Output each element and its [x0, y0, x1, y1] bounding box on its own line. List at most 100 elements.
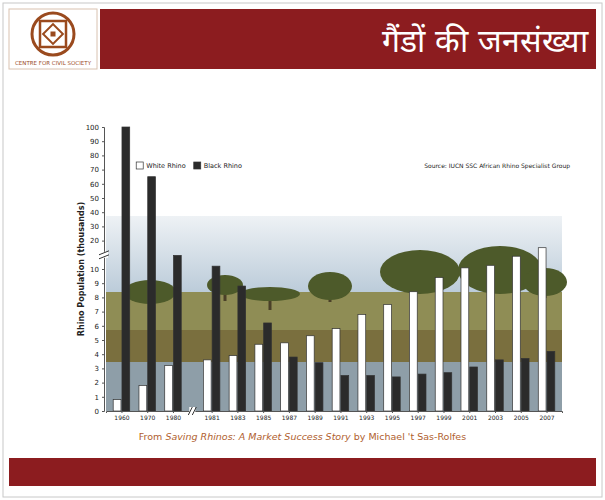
bars	[113, 127, 555, 411]
y-tick-mark	[102, 397, 104, 398]
x-tick-label: 1980	[166, 414, 181, 421]
logo-diamond	[43, 24, 63, 44]
y-tick-label: 7	[95, 308, 99, 316]
x-tick-mark	[366, 411, 367, 413]
x-tick: 1997	[411, 411, 426, 421]
caption-suffix: by Michael 't Sas-Rolfes	[351, 431, 466, 442]
x-tick: 1983	[230, 411, 245, 421]
tree-crown	[380, 250, 460, 294]
x-tick-label: 1987	[282, 414, 297, 421]
x-tick-label: 2003	[488, 414, 503, 421]
y-tick: 100	[86, 124, 104, 132]
bar	[521, 358, 529, 411]
bar	[470, 367, 478, 411]
bar	[358, 314, 366, 411]
x-tick-mark	[315, 411, 316, 413]
bar	[547, 351, 555, 411]
legend-label: White Rhino	[146, 162, 186, 170]
slide: गैंडों की जनसंख्या CENTRE FOR CIVIL SOCIE…	[0, 0, 605, 500]
bar	[139, 385, 147, 411]
y-tick-label: 90	[90, 138, 99, 146]
y-tick-label: 6	[95, 323, 100, 331]
bar	[367, 376, 375, 412]
y-tick-mark	[102, 297, 104, 298]
bar	[392, 377, 400, 411]
x-tick: 1999	[436, 411, 451, 421]
x-tick: 2005	[514, 411, 529, 421]
logo-square	[40, 21, 66, 47]
x-tick: 2001	[462, 411, 477, 421]
x-tick: 1981	[204, 411, 219, 421]
y-tick: 9	[95, 280, 104, 288]
bar	[538, 248, 546, 411]
y-tick-mark	[102, 226, 104, 227]
x-tick-label: 1989	[308, 414, 323, 421]
x-tick-mark	[173, 411, 174, 413]
x-axis-line	[107, 412, 563, 414]
header-title: गैंडों की जनसंख्या	[382, 22, 589, 60]
y-axis-line	[102, 128, 105, 412]
x-break-mark	[192, 407, 196, 415]
y-tick-mark	[102, 411, 104, 412]
legend-swatch	[136, 162, 143, 169]
bar	[165, 366, 173, 411]
x-break-mark	[188, 407, 192, 415]
y-tick-mark	[102, 326, 104, 327]
y-break-mark	[99, 251, 109, 255]
y-tick-label: 3	[95, 365, 99, 373]
y-tick-label: 70	[90, 166, 99, 174]
bar	[418, 374, 426, 411]
y-tick-mark	[102, 283, 104, 284]
x-tick-mark	[263, 411, 264, 413]
bar	[264, 323, 272, 411]
x-tick-mark	[521, 411, 522, 413]
x-tick-mark	[212, 411, 213, 413]
x-tick-mark	[289, 411, 290, 413]
logo-box	[9, 9, 97, 69]
y-tick-label: 100	[86, 124, 99, 132]
x-tick-mark	[121, 411, 122, 413]
y-break-mark	[99, 255, 109, 259]
bar	[384, 305, 392, 412]
source-note: Source: IUCN SSC African Rhino Specialis…	[424, 162, 570, 170]
bar	[461, 268, 469, 411]
bar	[148, 177, 156, 411]
legend-label: Black Rhino	[204, 162, 242, 170]
caption: From Saving Rhinos: A Market Success Sto…	[139, 431, 466, 442]
bar	[255, 344, 263, 411]
x-tick-label: 2001	[462, 414, 477, 421]
y-tick: 60	[90, 181, 104, 189]
y-tick: 6	[95, 323, 104, 331]
y-tick-mark	[102, 312, 104, 313]
y-tick-label: 9	[95, 280, 99, 288]
x-break-gap	[189, 407, 195, 415]
bar	[341, 376, 349, 412]
x-tick: 1987	[282, 411, 297, 421]
x-tick: 1995	[385, 411, 400, 421]
y-tick: 4	[95, 351, 104, 359]
x-tick: 2007	[539, 411, 554, 421]
x-tick-label: 1997	[411, 414, 426, 421]
bar	[173, 255, 181, 411]
bar	[487, 265, 495, 411]
x-tick: 1970	[140, 411, 155, 421]
y-tick: 50	[90, 195, 104, 203]
y-tick-mark	[102, 340, 104, 341]
y-tick: 40	[90, 209, 104, 217]
bar	[444, 373, 452, 411]
logo-core	[51, 32, 56, 37]
footer-bar	[9, 458, 596, 486]
y-tick-mark	[102, 184, 104, 185]
y-tick-label: 10	[90, 266, 99, 274]
x-tick-label: 1995	[385, 414, 400, 421]
y-axis: 0123456789102030405060708090100	[86, 124, 105, 416]
y-tick-label: 1	[95, 394, 99, 402]
y-tick-label: 40	[90, 209, 99, 217]
x-tick-label: 1999	[436, 414, 451, 421]
x-tick: 1993	[359, 411, 374, 421]
logo-text: CENTRE FOR CIVIL SOCIETY	[15, 60, 92, 66]
y-tick-label: 80	[90, 152, 99, 160]
y-tick-mark	[102, 127, 104, 128]
y-tick: 10	[90, 266, 104, 274]
bar	[332, 329, 340, 411]
